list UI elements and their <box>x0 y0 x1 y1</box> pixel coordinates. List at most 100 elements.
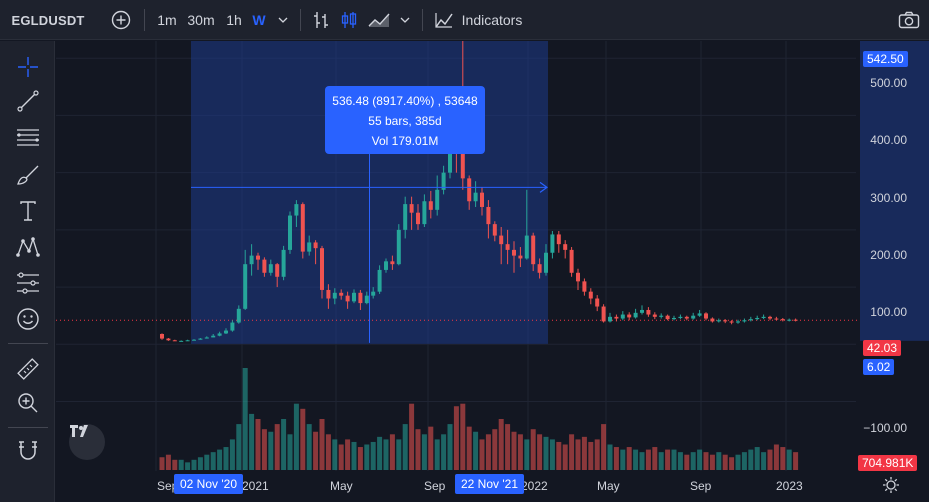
chevron-down-icon[interactable] <box>396 0 414 40</box>
volume-bar <box>594 439 600 470</box>
add-symbol-icon[interactable] <box>108 0 134 40</box>
volume-bar <box>517 434 523 470</box>
text-icon[interactable] <box>10 195 46 227</box>
volume-bar <box>274 424 280 470</box>
candle-body <box>236 308 241 323</box>
indicators-button[interactable]: Indicators <box>461 12 523 28</box>
candle-body <box>614 316 619 319</box>
volume-bar <box>389 434 395 470</box>
ruler-icon[interactable] <box>10 353 46 385</box>
candle-body <box>582 281 587 292</box>
volume-bar <box>613 447 619 470</box>
candle-body <box>678 316 683 318</box>
candle-style-icon[interactable] <box>338 0 360 40</box>
candle-body <box>249 255 254 265</box>
candle-body <box>665 315 670 320</box>
measure-volume: Vol 179.01M <box>371 134 439 148</box>
volume-bar <box>319 419 325 470</box>
zoom-in-icon[interactable] <box>10 387 46 419</box>
crosshair-icon[interactable] <box>10 51 46 83</box>
volume-bar <box>505 424 511 470</box>
candle-body <box>537 264 542 273</box>
chart-area[interactable]: 536.48 (8917.40%) , 53648 55 bars, 385d … <box>56 41 929 502</box>
candle-body <box>595 298 600 307</box>
volume-bar <box>786 449 792 470</box>
volume-bar <box>236 424 242 470</box>
settings-sun-icon[interactable] <box>882 476 906 496</box>
toolbar-divider <box>144 9 145 31</box>
candle-body <box>659 315 664 317</box>
trend-line-icon[interactable] <box>10 85 46 117</box>
volume-bar <box>300 408 306 470</box>
candle-body <box>499 235 504 245</box>
chevron-down-icon[interactable] <box>274 0 292 40</box>
candle-body <box>550 234 555 253</box>
candle-body <box>556 234 561 245</box>
candle-body <box>710 318 715 322</box>
candle-body <box>505 244 510 250</box>
volume-bar <box>191 459 197 470</box>
symbol-search-button[interactable]: EGLDUSDT <box>11 12 85 28</box>
volume-bar <box>665 449 671 470</box>
candle-body <box>704 313 708 319</box>
candle-body <box>518 255 523 259</box>
interval-w-button[interactable]: W <box>252 12 266 28</box>
volume-bar <box>722 454 728 470</box>
emoji-icon[interactable] <box>10 303 46 335</box>
volume-bar <box>569 434 575 470</box>
candle-body <box>352 292 356 302</box>
candle-body <box>396 229 401 265</box>
candle-body <box>480 192 484 207</box>
interval-30m-button[interactable]: 30m <box>187 12 215 28</box>
volume-bar <box>748 449 754 470</box>
bar-style-icon[interactable] <box>310 0 332 40</box>
volume-bar <box>767 449 773 470</box>
pattern-icon[interactable] <box>10 231 46 263</box>
volume-bar <box>530 429 536 470</box>
volume-bar <box>556 441 562 470</box>
candle-body <box>166 338 171 341</box>
area-style-icon[interactable] <box>366 0 392 40</box>
candle-body <box>774 318 779 320</box>
candle-body <box>179 340 184 342</box>
volume-bar <box>377 436 383 470</box>
tradingview-logo-icon[interactable] <box>69 424 105 460</box>
drawing-toolbar <box>0 41 55 502</box>
volume-bar <box>396 439 402 470</box>
volume-bar <box>447 424 453 470</box>
volume-bar <box>281 419 287 470</box>
volume-bar <box>581 436 587 470</box>
volume-bar <box>332 439 338 470</box>
candle-body <box>684 316 689 319</box>
candle-body <box>409 204 414 213</box>
magnet-icon[interactable] <box>10 435 46 467</box>
horizontal-lines-icon[interactable] <box>10 121 46 153</box>
volume-bar <box>441 434 447 470</box>
candle-body <box>211 335 216 338</box>
candle-body <box>524 235 529 259</box>
price-chart[interactable] <box>56 41 929 502</box>
candle-body <box>192 339 196 341</box>
candle-body <box>486 206 491 225</box>
candle-body <box>672 317 676 320</box>
candle-body <box>716 320 721 322</box>
interval-1m-button[interactable]: 1m <box>157 12 177 28</box>
price-tick: 500.00 <box>870 76 907 90</box>
candle-body <box>339 292 344 296</box>
candle-body <box>544 252 548 273</box>
candle-body <box>787 319 792 321</box>
volume-bar <box>754 447 760 470</box>
candle-body <box>204 337 209 339</box>
volume-bar <box>242 368 248 470</box>
measure-high-price-badge: 542.50 <box>863 51 908 67</box>
interval-1h-button[interactable]: 1h <box>226 12 242 28</box>
top-toolbar: EGLDUSDT 1m 30m 1h W Indicators <box>0 0 929 40</box>
indicators-icon[interactable] <box>432 0 456 40</box>
brush-icon[interactable] <box>10 159 46 191</box>
prediction-icon[interactable] <box>10 267 46 299</box>
price-tick: 200.00 <box>870 248 907 262</box>
candle-body <box>563 244 568 250</box>
volume-bar <box>543 436 549 470</box>
candle-body <box>761 316 766 318</box>
camera-icon[interactable] <box>896 0 922 40</box>
